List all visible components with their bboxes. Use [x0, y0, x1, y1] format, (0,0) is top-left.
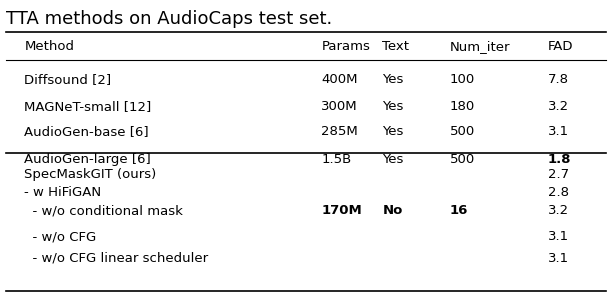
- Text: 2.8: 2.8: [548, 186, 569, 199]
- Text: - w HiFiGAN: - w HiFiGAN: [24, 186, 102, 199]
- Text: 3.2: 3.2: [548, 204, 569, 217]
- Text: 100: 100: [450, 73, 475, 86]
- Text: - w/o CFG linear scheduler: - w/o CFG linear scheduler: [24, 251, 209, 265]
- Text: 285M: 285M: [321, 125, 358, 139]
- Text: Yes: Yes: [382, 73, 404, 86]
- Text: 400M: 400M: [321, 73, 358, 86]
- Text: Yes: Yes: [382, 153, 404, 166]
- Text: No: No: [382, 204, 403, 217]
- Text: 2.7: 2.7: [548, 168, 569, 181]
- Text: 500: 500: [450, 153, 475, 166]
- Text: AudioGen-large [6]: AudioGen-large [6]: [24, 153, 151, 166]
- Text: Params: Params: [321, 40, 370, 53]
- Text: Diffsound [2]: Diffsound [2]: [24, 73, 111, 86]
- Text: 3.1: 3.1: [548, 251, 569, 265]
- Text: 1.5B: 1.5B: [321, 153, 351, 166]
- Text: TTA methods on AudioCaps test set.: TTA methods on AudioCaps test set.: [6, 11, 332, 28]
- Text: - w/o conditional mask: - w/o conditional mask: [24, 204, 184, 217]
- Text: 3.2: 3.2: [548, 100, 569, 113]
- Text: 1.8: 1.8: [548, 153, 571, 166]
- Text: FAD: FAD: [548, 40, 573, 53]
- Text: - w/o CFG: - w/o CFG: [24, 230, 97, 244]
- Text: 180: 180: [450, 100, 475, 113]
- Text: 3.1: 3.1: [548, 125, 569, 139]
- Text: 16: 16: [450, 204, 468, 217]
- Text: Method: Method: [24, 40, 75, 53]
- Text: MAGNeT-small [12]: MAGNeT-small [12]: [24, 100, 152, 113]
- Text: Num_iter: Num_iter: [450, 40, 510, 53]
- Text: Yes: Yes: [382, 100, 404, 113]
- Text: SpecMaskGIT (ours): SpecMaskGIT (ours): [24, 168, 157, 181]
- Text: Text: Text: [382, 40, 409, 53]
- Text: 7.8: 7.8: [548, 73, 569, 86]
- Text: Yes: Yes: [382, 125, 404, 139]
- Text: AudioGen-base [6]: AudioGen-base [6]: [24, 125, 149, 139]
- Text: 3.1: 3.1: [548, 230, 569, 244]
- Text: 300M: 300M: [321, 100, 358, 113]
- Text: 170M: 170M: [321, 204, 362, 217]
- Text: 500: 500: [450, 125, 475, 139]
